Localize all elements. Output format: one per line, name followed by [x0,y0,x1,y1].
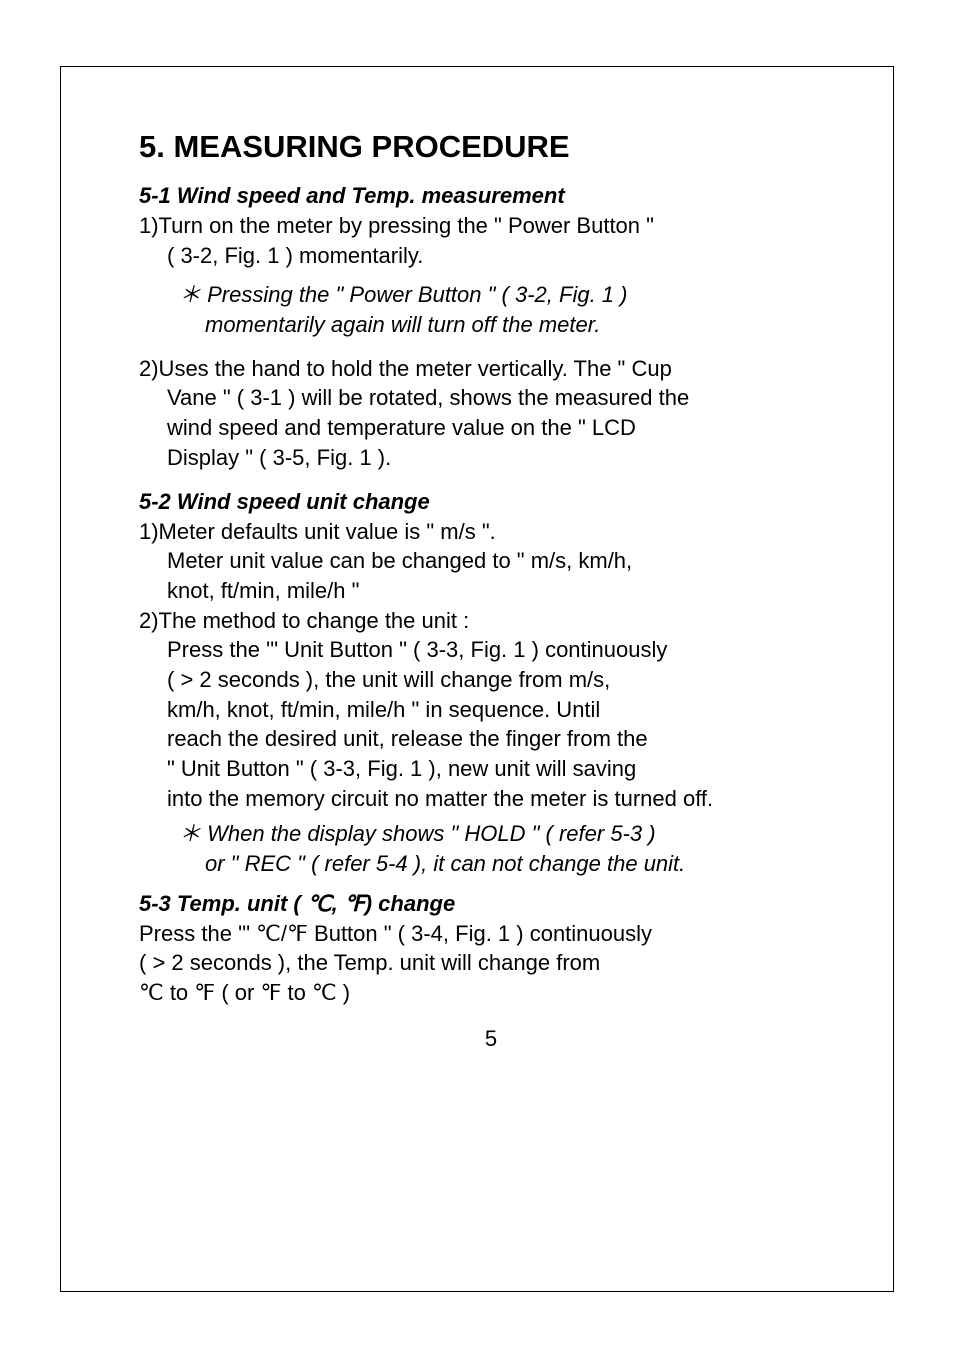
text-line: ＊ Pressing the " Power Button " ( 3-2, F… [179,280,843,310]
section-5-1-item1: 1)Turn on the meter by pressing the " Po… [139,211,843,270]
text-line: ＊ When the display shows " HOLD " ( refe… [179,819,843,849]
text-line: 1)Meter defaults unit value is " m/s ". [139,517,843,547]
page-border: 5. MEASURING PROCEDURE 5-1 Wind speed an… [60,66,894,1292]
section-5-2-note: ＊ When the display shows " HOLD " ( refe… [139,819,843,878]
content-area: 5. MEASURING PROCEDURE 5-1 Wind speed an… [61,67,893,1082]
text-line: " Unit Button " ( 3-3, Fig. 1 ), new uni… [139,754,843,784]
text-line: Meter unit value can be changed to " m/s… [139,546,843,576]
text-line: Vane " ( 3-1 ) will be rotated, shows th… [139,383,843,413]
main-heading: 5. MEASURING PROCEDURE [139,129,843,165]
page-number: 5 [139,1026,843,1052]
text-line: km/h, knot, ft/min, mile/h " in sequence… [139,695,843,725]
section-5-1-note: ＊ Pressing the " Power Button " ( 3-2, F… [139,280,843,339]
text-line: ( 3-2, Fig. 1 ) momentarily. [139,241,843,271]
section-5-3-title: 5-3 Temp. unit ( ℃, ℉) change [139,891,843,917]
text-line: reach the desired unit, release the fing… [139,724,843,754]
text-line: Display " ( 3-5, Fig. 1 ). [139,443,843,473]
section-5-1-item2: 2)Uses the hand to hold the meter vertic… [139,354,843,473]
text-line: knot, ft/min, mile/h " [139,576,843,606]
text-line: or " REC " ( refer 5-4 ), it can not cha… [179,849,843,879]
text-line: 1)Turn on the meter by pressing the " Po… [139,211,843,241]
section-5-2-title: 5-2 Wind speed unit change [139,489,843,515]
text-line: ( > 2 seconds ), the unit will change fr… [139,665,843,695]
text-line: momentarily again will turn off the mete… [179,310,843,340]
text-line: Press the '" Unit Button " ( 3-3, Fig. 1… [139,635,843,665]
text-line: ( > 2 seconds ), the Temp. unit will cha… [139,948,843,978]
text-line: 2)Uses the hand to hold the meter vertic… [139,354,843,384]
section-5-2-item2: 2)The method to change the unit : Press … [139,606,843,814]
text-line: wind speed and temperature value on the … [139,413,843,443]
section-5-3-body: Press the '" ℃/℉ Button " ( 3-4, Fig. 1 … [139,919,843,1008]
text-line: into the memory circuit no matter the me… [139,784,843,814]
text-line: ℃ to ℉ ( or ℉ to ℃ ) [139,978,843,1008]
section-5-2-item1: 1)Meter defaults unit value is " m/s ". … [139,517,843,606]
text-line: 2)The method to change the unit : [139,606,843,636]
section-5-1-title: 5-1 Wind speed and Temp. measurement [139,183,843,209]
text-line: Press the '" ℃/℉ Button " ( 3-4, Fig. 1 … [139,919,843,949]
